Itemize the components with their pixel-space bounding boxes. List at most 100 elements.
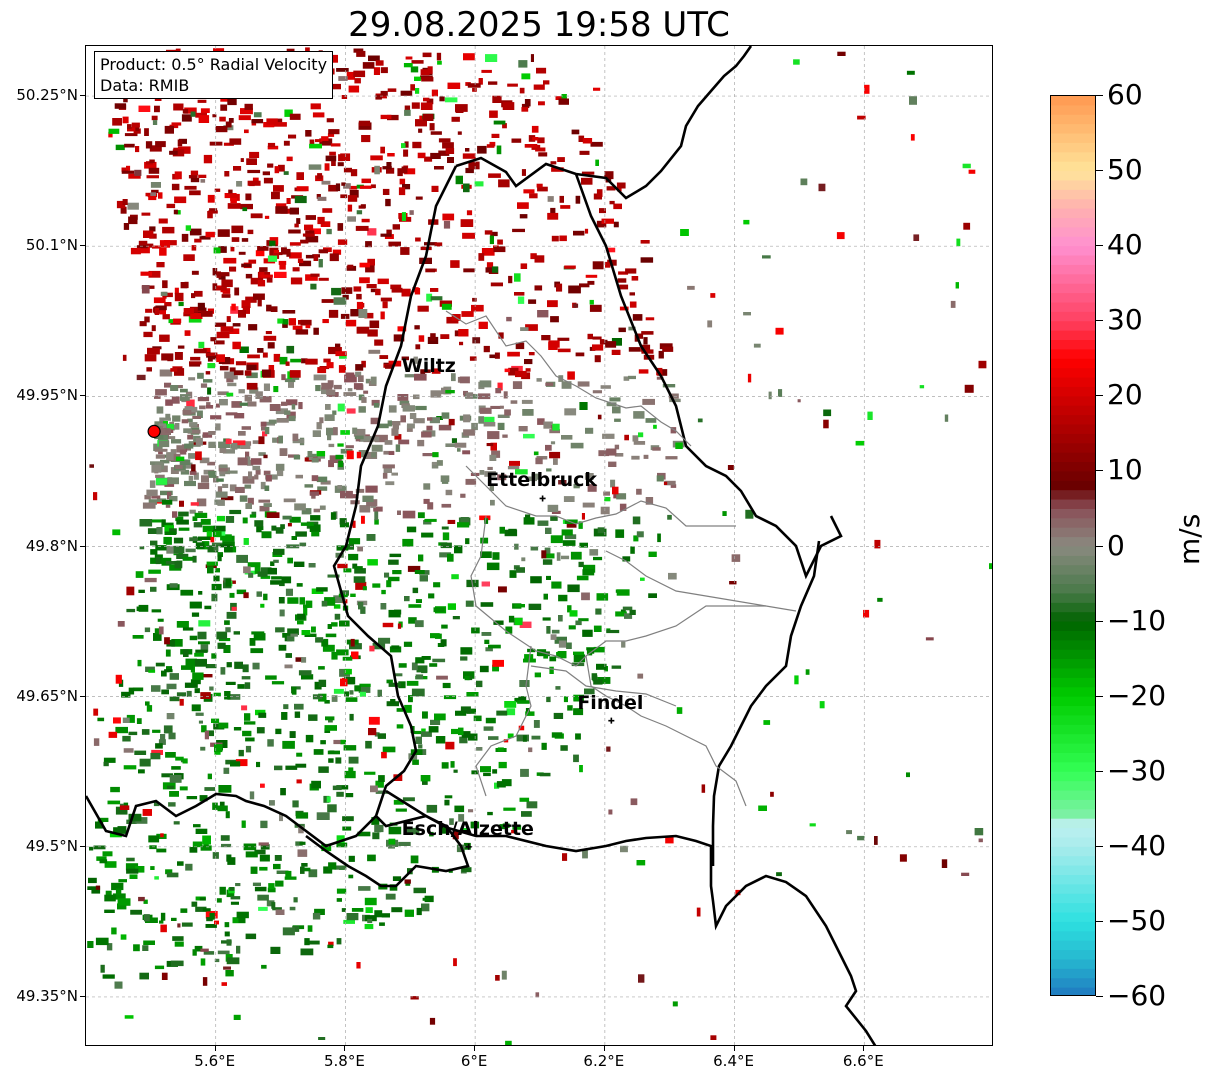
echo-pixel bbox=[288, 318, 296, 326]
echo-pixel bbox=[438, 138, 451, 143]
echo-pixel bbox=[261, 531, 272, 539]
echo-pixel bbox=[253, 293, 265, 300]
echo-pixel bbox=[240, 108, 253, 115]
echo-pixel bbox=[385, 198, 391, 207]
echo-pixel bbox=[235, 883, 241, 887]
echo-pixel bbox=[111, 927, 117, 935]
echo-pixel bbox=[124, 143, 135, 148]
echo-pixel bbox=[514, 292, 525, 296]
echo-pixel bbox=[191, 464, 196, 472]
echo-pixel bbox=[467, 676, 473, 681]
echo-pixel bbox=[489, 110, 498, 118]
echo-pixel bbox=[290, 633, 298, 637]
echo-pixel bbox=[169, 673, 179, 680]
echo-pixel bbox=[415, 736, 422, 744]
echo-pixel bbox=[161, 519, 166, 525]
echo-pixel bbox=[246, 382, 258, 390]
echo-pixel bbox=[290, 277, 303, 285]
echo-pixel bbox=[259, 854, 270, 862]
colorbar-segment bbox=[1051, 508, 1095, 519]
echo-pixel bbox=[260, 603, 265, 608]
echo-pixel bbox=[392, 570, 402, 575]
echo-pixel bbox=[146, 489, 158, 497]
echo-pixel bbox=[474, 181, 484, 187]
echo-pixel bbox=[631, 276, 639, 281]
echo-pixel bbox=[592, 336, 602, 340]
echo-pixel bbox=[281, 712, 288, 720]
echo-pixel bbox=[184, 480, 196, 487]
echo-pixel bbox=[743, 219, 750, 225]
echo-pixel bbox=[245, 737, 255, 742]
echo-pixel bbox=[444, 97, 458, 103]
echo-pixel bbox=[415, 657, 425, 664]
echo-pixel bbox=[536, 378, 542, 382]
echo-pixel bbox=[379, 355, 389, 359]
echo-pixel bbox=[462, 450, 471, 455]
echo-pixel bbox=[237, 684, 245, 689]
echo-pixel bbox=[490, 499, 495, 506]
echo-pixel bbox=[329, 151, 336, 156]
echo-pixel bbox=[128, 687, 135, 695]
echo-pixel bbox=[524, 359, 533, 365]
echo-pixel bbox=[430, 719, 441, 725]
echo-pixel bbox=[863, 609, 870, 618]
echo-pixel bbox=[470, 821, 480, 829]
echo-pixel bbox=[310, 515, 321, 521]
echo-pixel bbox=[294, 503, 306, 511]
echo-pixel bbox=[224, 922, 230, 928]
echo-pixel bbox=[625, 268, 637, 274]
echo-pixel bbox=[587, 280, 595, 285]
echo-pixel bbox=[275, 527, 284, 534]
echo-pixel bbox=[296, 752, 303, 757]
echo-pixel bbox=[250, 213, 263, 219]
radar-map[interactable] bbox=[85, 45, 993, 1046]
echo-pixel bbox=[491, 450, 501, 458]
echo-pixel bbox=[231, 401, 242, 408]
echo-pixel bbox=[145, 701, 150, 706]
echo-pixel bbox=[747, 373, 752, 383]
echo-pixel bbox=[226, 889, 235, 898]
echo-pixel bbox=[194, 238, 202, 243]
echo-pixel bbox=[223, 767, 230, 774]
echo-pixel bbox=[118, 879, 127, 883]
echo-pixel bbox=[269, 800, 275, 806]
echo-pixel bbox=[121, 167, 129, 172]
echo-pixel bbox=[296, 186, 309, 192]
echo-pixel bbox=[310, 273, 320, 277]
echo-pixel bbox=[493, 620, 504, 625]
echo-pixel bbox=[158, 440, 170, 448]
echo-pixel bbox=[318, 259, 323, 268]
echo-pixel bbox=[200, 746, 206, 751]
echo-pixel bbox=[203, 379, 213, 383]
colorbar-segment bbox=[1051, 752, 1095, 763]
echo-pixel bbox=[258, 436, 265, 445]
echo-pixel bbox=[189, 470, 197, 475]
echo-pixel bbox=[311, 457, 319, 463]
echo-pixel bbox=[374, 165, 380, 175]
echo-pixel bbox=[457, 522, 470, 528]
echo-pixel bbox=[375, 790, 388, 794]
echo-pixel bbox=[334, 865, 347, 870]
echo-pixel bbox=[427, 66, 433, 74]
echo-pixel bbox=[169, 583, 178, 588]
echo-pixel bbox=[707, 320, 713, 328]
echo-pixel bbox=[643, 454, 649, 459]
echo-pixel bbox=[264, 215, 270, 219]
echo-pixel bbox=[240, 203, 253, 210]
echo-pixel bbox=[175, 456, 185, 461]
echo-pixel bbox=[261, 369, 271, 378]
echo-pixel bbox=[356, 210, 363, 215]
echo-pixel bbox=[257, 280, 266, 287]
echo-pixel bbox=[238, 251, 246, 255]
echo-pixel bbox=[370, 785, 378, 793]
echo-pixel bbox=[491, 133, 500, 138]
echo-pixel bbox=[139, 519, 153, 527]
echo-pixel bbox=[578, 561, 584, 568]
echo-pixel bbox=[611, 665, 622, 669]
echo-pixel bbox=[414, 373, 427, 381]
city-marker bbox=[608, 717, 615, 724]
echo-pixel bbox=[215, 403, 220, 408]
echo-pixel bbox=[259, 267, 268, 272]
echo-pixel bbox=[204, 605, 212, 610]
echo-pixel bbox=[925, 637, 934, 641]
